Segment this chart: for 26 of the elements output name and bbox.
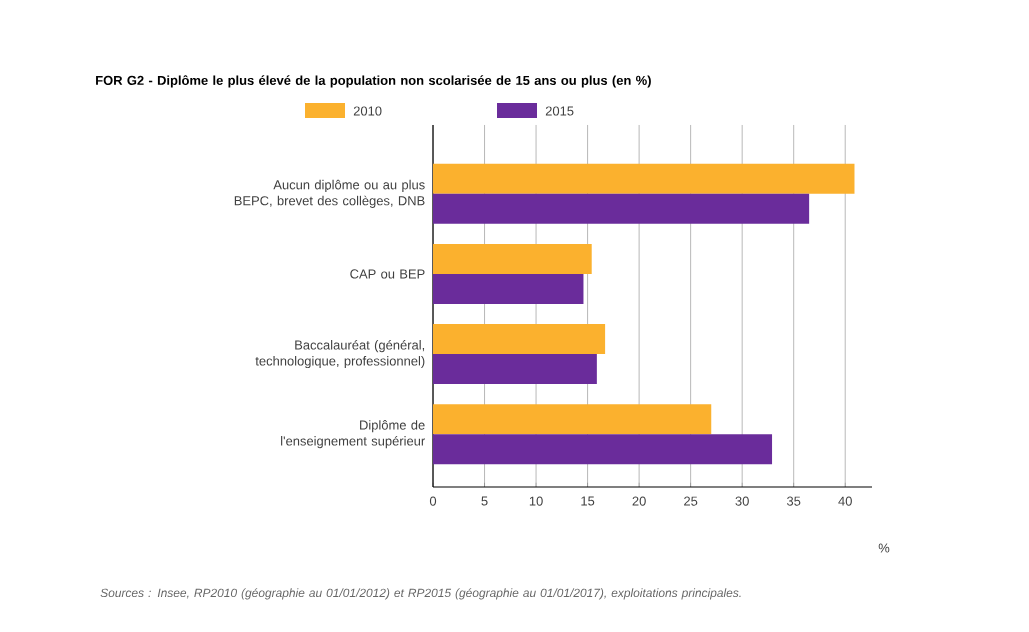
bar: [433, 243, 592, 274]
bar: [433, 273, 584, 304]
x-tick-label: 15: [581, 496, 595, 506]
x-tick-label: 0: [429, 496, 437, 506]
x-tick-label: 30: [735, 496, 749, 506]
legend-label: 2010: [353, 106, 382, 116]
source-note: Sources : Insee, RP2010 (géographie au 01/01/2012) et RP2015 (géographie au 01/01/2017), exploitations principales.: [100, 588, 741, 600]
x-axis-title: %: [878, 543, 890, 553]
x-tick-label: 25: [684, 496, 698, 506]
y-tick-label: Baccalauréat (général, technologique, professionnel): [255, 339, 425, 369]
bar: [433, 193, 810, 224]
y-tick-label: Diplôme de l'enseignement supérieur: [281, 420, 425, 449]
bar: [433, 434, 773, 465]
x-tick-label: 20: [632, 496, 646, 506]
x-tick-label: 40: [838, 496, 852, 506]
x-tick-label: 10: [529, 496, 543, 506]
legend-label: 2015: [545, 106, 574, 116]
chart-title: FOR G2 - Diplôme le plus élevé de la population non scolarisée de 15 ans ou plus (en %): [96, 75, 651, 88]
bar: [433, 404, 712, 435]
bar: [433, 163, 855, 194]
x-tick-label: 5: [481, 496, 488, 506]
bar: [433, 354, 597, 385]
x-tick-label: 35: [786, 496, 801, 506]
y-tick-label: Aucun diplôme ou au plus BEPC, brevet des collèges, DNB: [234, 179, 425, 208]
bar: [433, 324, 606, 355]
y-tick-label: CAP ou BEP: [350, 269, 425, 279]
